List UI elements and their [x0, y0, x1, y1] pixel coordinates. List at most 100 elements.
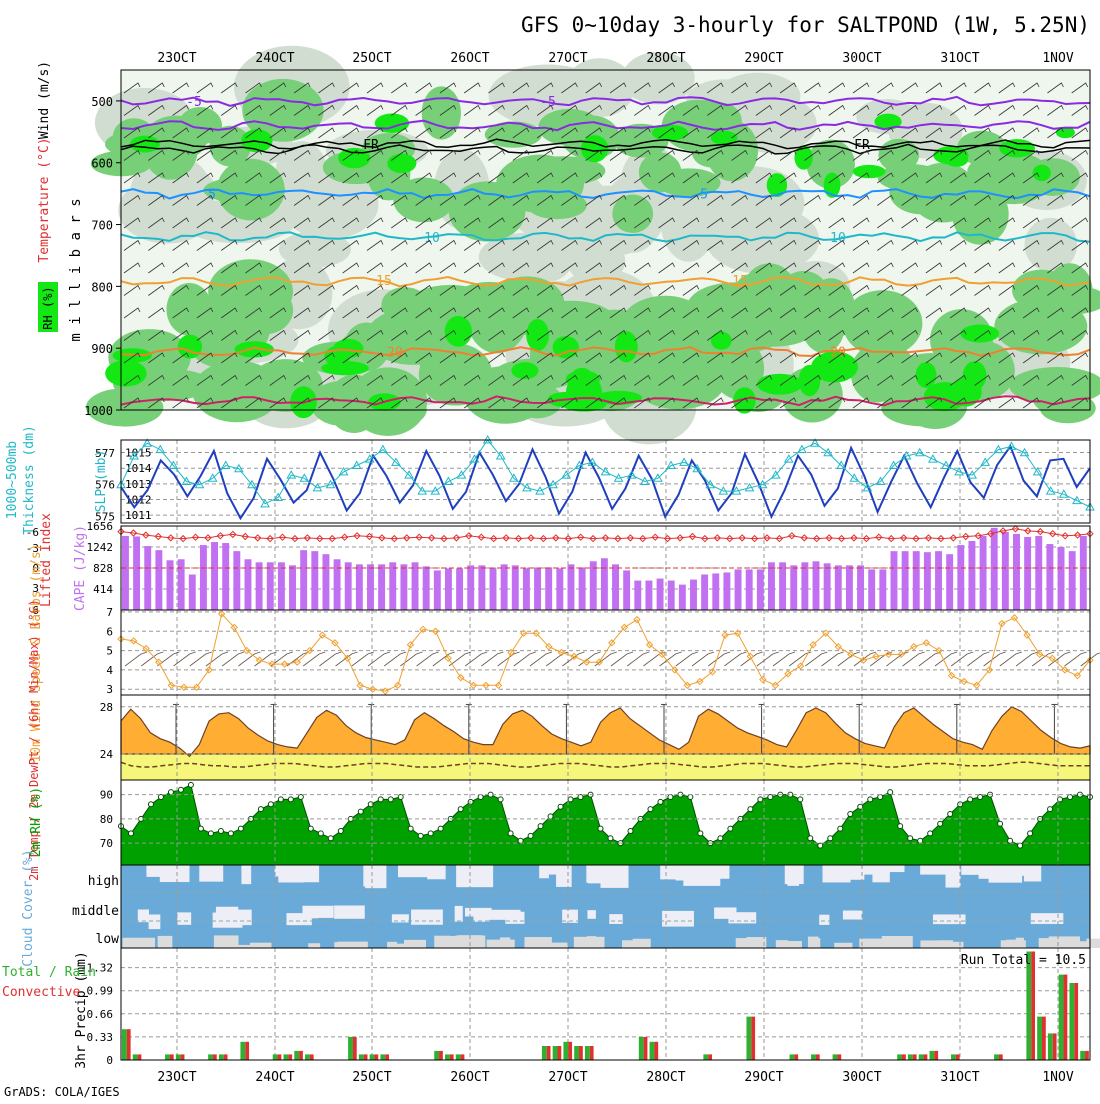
wind-barb — [318, 194, 335, 206]
rh-point — [567, 796, 574, 803]
cloud-low — [573, 936, 605, 948]
wind-barb — [902, 651, 925, 667]
precip-total-bar — [455, 1054, 461, 1060]
thickness-point — [247, 479, 257, 489]
precip-total-bar — [283, 1054, 289, 1060]
rh-area-bright — [962, 361, 987, 390]
dewpoint-band — [121, 754, 1090, 780]
wind-barb — [561, 194, 578, 206]
rh-point — [887, 789, 894, 796]
wind-barb — [439, 172, 457, 184]
wind-barb — [123, 149, 141, 161]
wind-speed-point — [721, 631, 729, 639]
wind-speed-point — [406, 641, 415, 649]
wind-barb — [706, 82, 724, 94]
wind-barb — [852, 172, 870, 184]
wind-barb — [828, 352, 846, 364]
wind-barb — [1071, 194, 1089, 206]
cloud-gap-high — [456, 865, 494, 888]
precip-convective-bar — [309, 1054, 314, 1060]
wind-barb — [804, 217, 821, 229]
li-point — [415, 533, 423, 541]
precip-convective-bar — [557, 1046, 562, 1060]
wind-barb — [463, 239, 481, 251]
wind-barb — [852, 262, 870, 274]
wind-barb — [220, 127, 238, 139]
cape-bar — [367, 564, 374, 610]
wind-speed-point — [935, 646, 943, 655]
wind-barb — [706, 329, 724, 341]
wind-barb — [1047, 82, 1064, 94]
rh-point — [357, 808, 364, 815]
wind-barb — [658, 104, 675, 116]
wind-barb — [439, 397, 457, 409]
wind-barb — [123, 397, 141, 409]
isotherm-label: 20 — [387, 345, 403, 360]
wind-barb — [634, 262, 651, 274]
wind-barb — [949, 374, 967, 386]
wind-barb — [659, 651, 682, 667]
cloud-level-label: low — [96, 932, 120, 947]
precip-convective-bar — [643, 1036, 648, 1060]
temp-tick-label: 28 — [100, 701, 113, 714]
wind-barb — [1071, 217, 1089, 229]
rh-area-mid — [878, 138, 920, 172]
precip-convective-bar — [998, 1054, 1003, 1060]
cape-bar — [489, 568, 497, 610]
cape-bar — [266, 562, 274, 610]
li-point — [564, 534, 572, 543]
wind-barb — [561, 397, 578, 409]
wind-barb — [189, 651, 212, 667]
date-label-bottom: 28OCT — [646, 1070, 685, 1085]
cloud-level-label: middle — [72, 904, 119, 919]
thickness-point — [1058, 489, 1069, 498]
rh-point — [977, 794, 984, 800]
precip-convective-bar — [579, 1046, 583, 1060]
wind-barb — [366, 307, 384, 319]
wind-barb — [949, 262, 967, 274]
rh-point — [1017, 842, 1024, 849]
wind-speed-point — [368, 685, 377, 693]
y-axis-label: m i l l i b a r s — [68, 198, 84, 341]
rh-area-bright — [321, 361, 369, 376]
wind-barb — [682, 239, 700, 251]
cloud-gap-high — [600, 865, 629, 888]
wind-barb — [245, 397, 262, 409]
wind-barb — [634, 239, 651, 251]
wind-barb — [172, 82, 189, 94]
date-label-top: 1NOV — [1042, 51, 1073, 66]
cape-bar — [1079, 535, 1087, 610]
wind-barb — [220, 217, 238, 229]
wind-barb — [682, 217, 700, 229]
wind-barb — [172, 284, 189, 296]
run-total-label: Run Total = 10.5 — [961, 953, 1086, 968]
precip-convective-bar — [223, 1054, 228, 1060]
li-point — [477, 533, 485, 541]
wind-barb — [852, 82, 870, 94]
li-point — [241, 532, 249, 541]
wind-barb — [998, 284, 1016, 296]
thickness-point — [954, 466, 964, 476]
rh-point — [277, 796, 284, 803]
rh-area-mid — [512, 382, 563, 419]
wind-barb — [877, 374, 894, 386]
thickness-point — [679, 457, 689, 466]
thickness-point — [849, 473, 860, 482]
rh-tick-label: 90 — [100, 789, 113, 802]
wind-barb — [682, 149, 700, 161]
precip-convective-bar — [837, 1054, 842, 1060]
wind-barb — [366, 194, 384, 206]
wind-barb — [706, 149, 724, 161]
wind-barb — [415, 127, 432, 139]
wind-barb — [269, 374, 287, 386]
wind-barb — [536, 149, 554, 161]
cape-bar — [1013, 533, 1020, 610]
wind-barb — [1015, 651, 1039, 667]
wind-barb — [609, 352, 627, 364]
rh-point — [817, 842, 824, 849]
wind-barb — [585, 82, 603, 94]
li-point — [788, 532, 796, 540]
wind-barb — [974, 194, 991, 206]
cloud-gap-high — [822, 865, 851, 883]
thickness-axis-label-2: 1000~500mb — [5, 441, 20, 519]
